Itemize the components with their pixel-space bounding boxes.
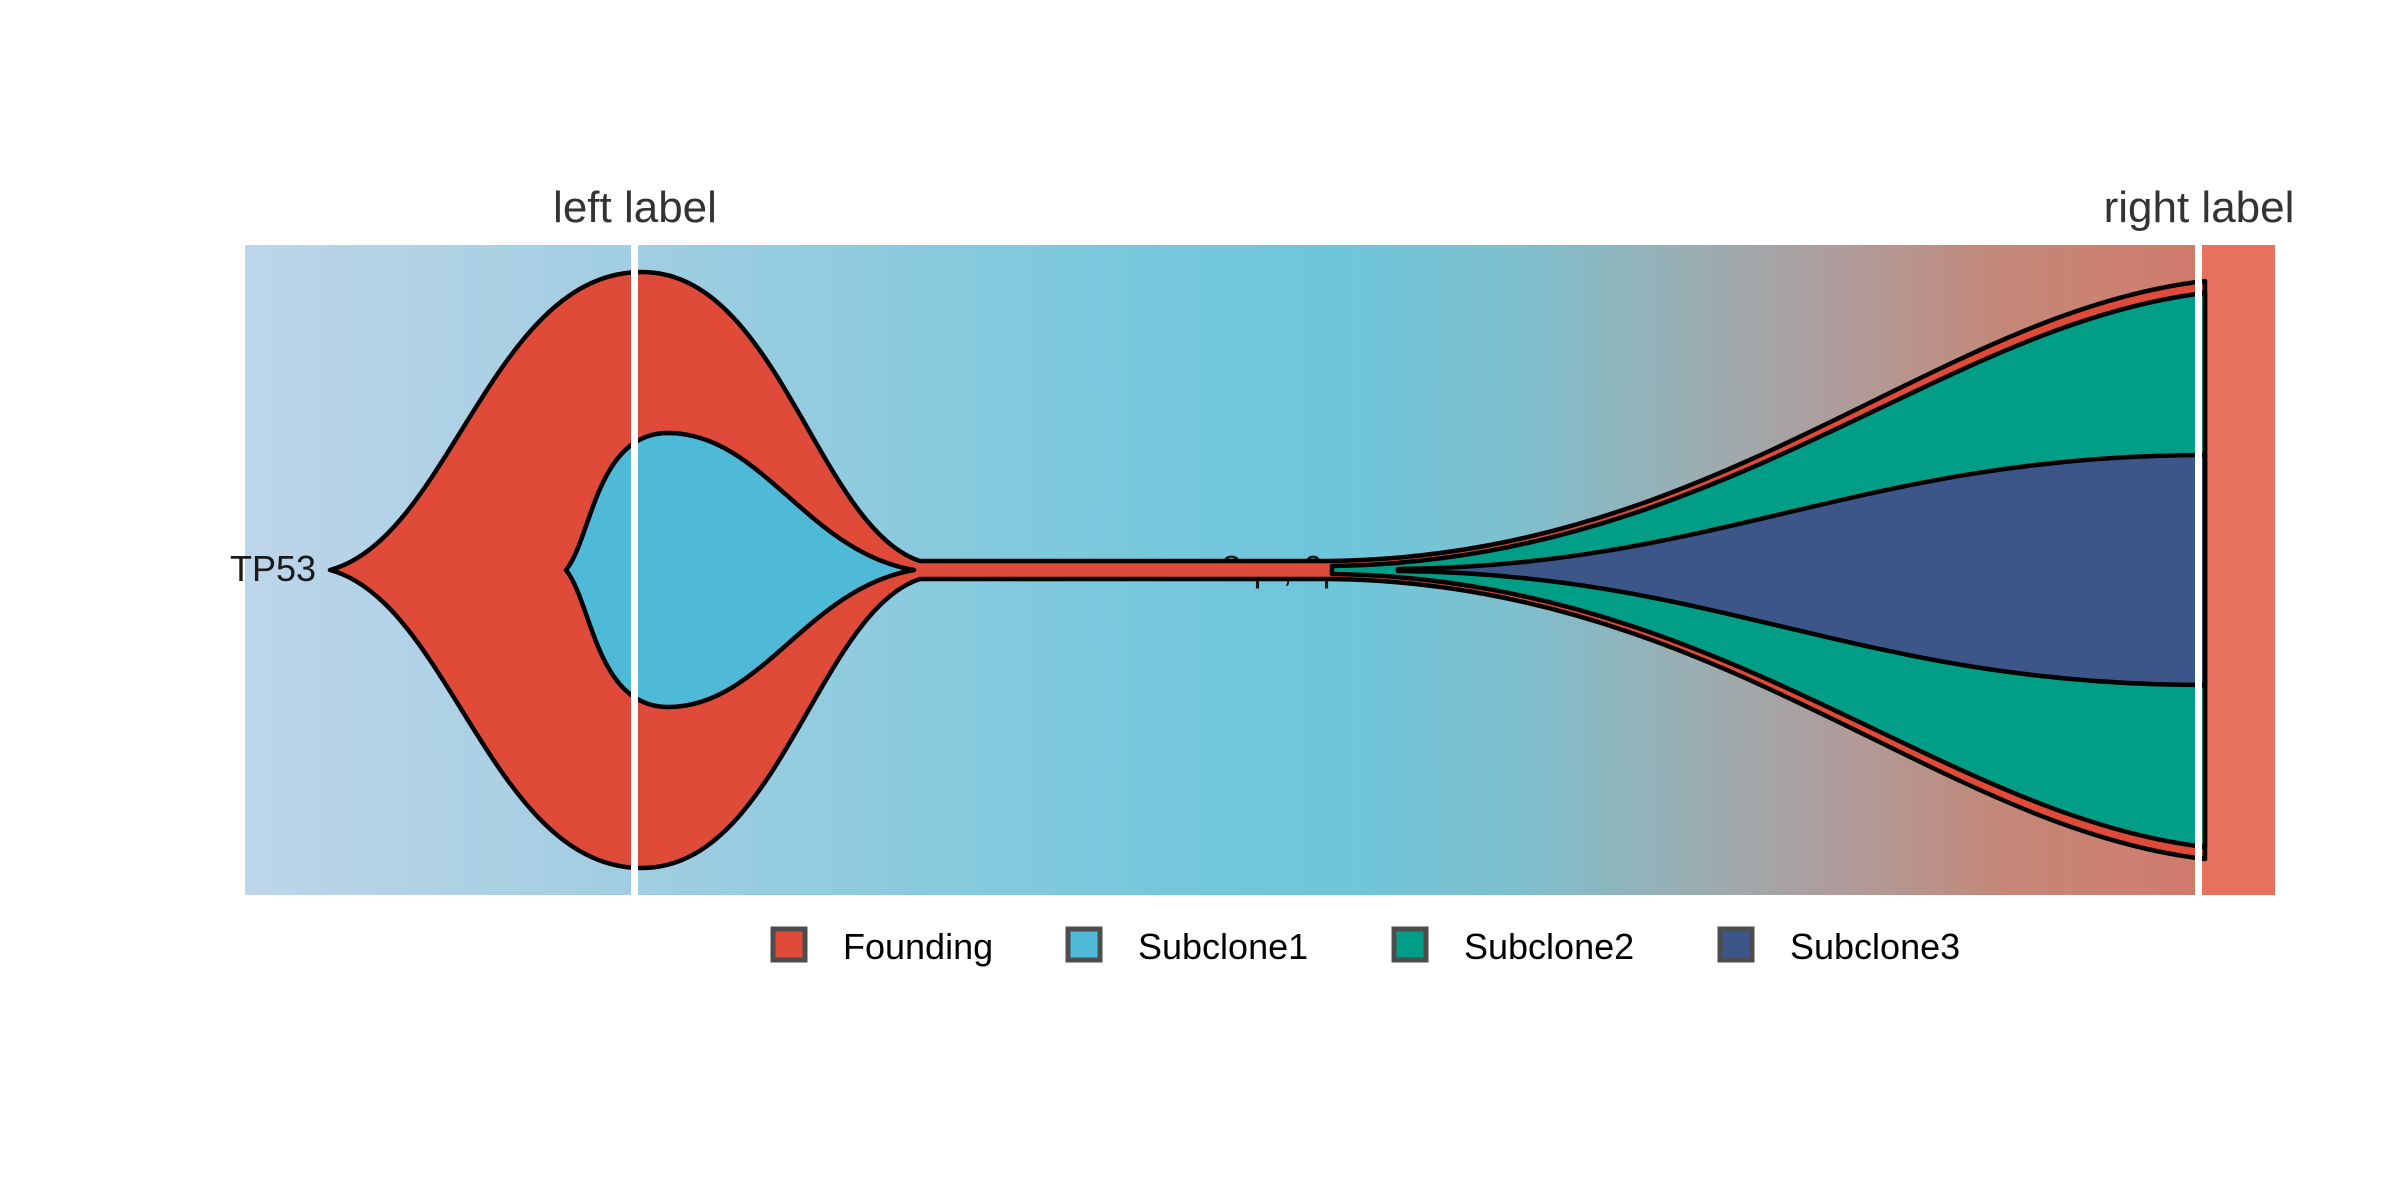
legend-swatch-subclone1 [1065,926,1103,963]
legend-label-subclone2: Subclone2 [1464,926,1634,967]
legend-swatch-founding [770,926,808,963]
clone-subclone1-shape [563,430,917,710]
legend-item-subclone2: Subclone2 [1391,926,1634,967]
legend-item-subclone1: Subclone1 [1065,926,1308,967]
legend-label-founding: Founding [843,926,993,967]
legend: Founding Subclone1 Subclone2 Subclone3 [770,926,1960,967]
timeline-marker-left [631,245,638,895]
legend-swatch-subclone2 [1391,926,1429,963]
legend-item-founding: Founding [770,926,993,967]
right-terminal-bar [2202,245,2275,895]
legend-label-subclone3: Subclone3 [1790,926,1960,967]
annotation-tp53: TP53 [230,548,316,589]
legend-swatch-subclone3 [1717,926,1755,963]
left-label: left label [553,183,717,232]
legend-item-subclone3: Subclone3 [1717,926,1960,967]
legend-label-subclone1: Subclone1 [1138,926,1308,967]
clone-subclone3-shape [1395,452,2208,688]
right-label: right label [2104,183,2295,232]
timeline-marker-right [2195,245,2202,895]
